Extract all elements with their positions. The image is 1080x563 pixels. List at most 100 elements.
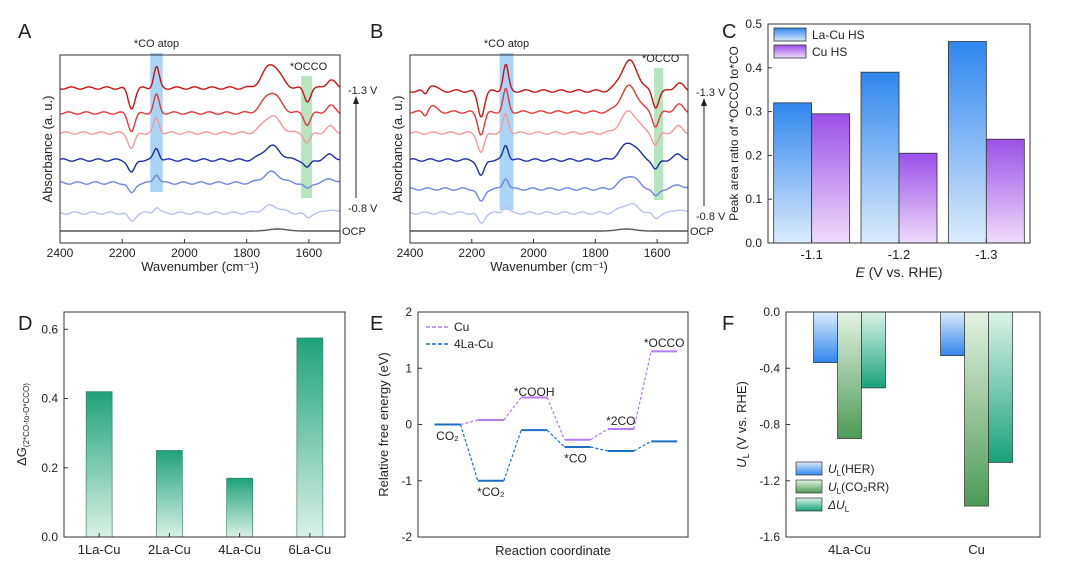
label-ocp: OCP [690, 226, 714, 238]
y-tick-label: 0.1 [745, 192, 762, 206]
x-tick-label: 2200 [458, 246, 485, 260]
y-axis-label: Relative free energy (eV) [376, 352, 391, 497]
spectrum-line-6 [59, 63, 341, 110]
y-tick-label: -0.4 [759, 361, 780, 375]
spectrum-line-0 [410, 228, 688, 232]
spectrum-line-1 [59, 204, 341, 222]
legend-label: Cu [454, 320, 469, 334]
x-tick-label: 1600 [296, 246, 323, 260]
panel-letter-e: E [370, 313, 383, 335]
state-label: *2CO [606, 414, 635, 428]
panel-c-bar-chart: -1.1 -1.2 -1.3 0.0 0.1 0.2 0.3 0.4 0.5 E (V vs. R… [727, 17, 1031, 280]
band-label: *CO atop [484, 38, 529, 50]
spectrum-line-4 [409, 110, 689, 154]
legend-swatch [795, 461, 823, 476]
spectrum-line-3 [409, 142, 689, 176]
x-tick-label: -1.2 [888, 247, 910, 262]
x-axis-label: E (V vs. RHE) [855, 264, 942, 280]
spectrum-line-2 [59, 170, 340, 194]
x-tick-label: 6La-Cu [289, 542, 332, 557]
bar-cu-hs [811, 113, 851, 244]
y-tick-label: 0.0 [745, 236, 762, 250]
legend-label: UL(CO₂RR) [828, 480, 889, 496]
state-label: *COOH [514, 385, 555, 399]
connector [590, 428, 609, 441]
band-1 [301, 76, 312, 198]
bar-series-1 [964, 311, 989, 507]
plot-frame [59, 54, 341, 244]
spectrum-line-0 [60, 228, 340, 232]
bar-series-0 [940, 311, 965, 356]
bar-series-2 [988, 311, 1013, 463]
y-tick-label: -1.6 [759, 530, 780, 544]
panel-letter-a: A [18, 21, 32, 43]
band-1 [654, 68, 664, 200]
x-tick-label: -1.3 [975, 247, 997, 262]
legend-label: UL(HER) [828, 462, 874, 478]
panel-f-bar-chart: 4La-Cu Cu 0.0 -0.4 -0.8 -1.2 -1.6 UL (V vs. RHE… [734, 305, 1041, 557]
y-axis-label: Absorbance (a. u.) [40, 96, 55, 203]
label-ocp: OCP [342, 226, 366, 238]
legend-label: La-Cu HS [812, 28, 865, 42]
spectrum-line-3 [59, 144, 341, 173]
spectrum-line-1 [409, 202, 689, 224]
state-label: *OCCO [644, 336, 685, 350]
label-bottom-voltage: -0.8 V [348, 203, 378, 215]
spectrum-line-2 [409, 175, 688, 202]
y-tick-label: 0 [405, 418, 412, 432]
x-tick-label: 4La-Cu [828, 542, 871, 557]
legend-swatch [795, 497, 823, 512]
bar-2la-cu [156, 450, 183, 538]
y-axis-label: ΔG(2*CO-to-O*CCO) [14, 383, 31, 466]
x-tick-label: 2400 [47, 246, 74, 260]
connector [633, 351, 652, 430]
x-tick-label: 2400 [397, 246, 424, 260]
x-tick-label: 2000 [520, 246, 547, 260]
state-label: CO₂ [436, 429, 459, 443]
legend-label: Cu HS [812, 45, 847, 59]
y-axis-label: UL (V vs. RHE) [734, 381, 751, 468]
y-tick-label: -0.8 [759, 418, 780, 432]
connector [460, 419, 478, 426]
bar-cu-hs [985, 138, 1025, 244]
band-label: *CO atop [134, 38, 179, 50]
bar-series-2 [861, 311, 886, 389]
x-axis-label: Reaction coordinate [495, 543, 611, 558]
bar-series-0 [813, 311, 838, 363]
bar-la-cu-hs [860, 71, 900, 244]
panel-b-spectra: *CO atop *OCCO 2400 2200 2000 1800 1600 Wavenum… [390, 38, 726, 274]
band-label: *OCCO [290, 61, 328, 73]
legend-swatch [773, 27, 807, 42]
panel-letter-f: F [722, 313, 734, 335]
label-top-voltage: -1.3 V [348, 85, 378, 97]
panel-a-spectra: *CO atop *OCCO 2400 2200 2000 1800 1600 Wavenum… [40, 38, 378, 274]
connector [503, 397, 522, 421]
y-tick-label: 0.0 [41, 530, 58, 544]
bar-la-cu-hs [773, 102, 813, 244]
y-tick-label: 2 [405, 305, 412, 319]
panel-letter-b: B [370, 21, 383, 43]
legend-label: 4La-Cu [454, 337, 493, 351]
band-0 [499, 53, 514, 210]
bar-6la-cu [296, 337, 324, 538]
x-tick-label: 1La-Cu [78, 542, 121, 557]
arrow-head [353, 96, 359, 104]
bar-1la-cu [85, 391, 113, 538]
bar-series-1 [837, 311, 862, 439]
panel-letter-c: C [722, 21, 736, 43]
legend-label: ΔUL [827, 498, 850, 514]
bar-la-cu-hs [947, 41, 987, 244]
x-tick-label: 2La-Cu [148, 542, 191, 557]
legend-swatch [773, 44, 807, 59]
band-label: *OCCO [642, 53, 680, 65]
y-tick-label: -1 [401, 474, 412, 488]
label-top-voltage: -1.3 V [696, 87, 726, 99]
y-tick-label: 0.0 [763, 305, 780, 319]
y-tick-label: 0.4 [745, 61, 762, 75]
connector [546, 429, 565, 448]
legend-swatch [795, 479, 823, 494]
y-tick-label: 0.6 [41, 322, 58, 336]
bar-cu-hs [898, 152, 938, 244]
spectrum-line-5 [59, 92, 341, 133]
